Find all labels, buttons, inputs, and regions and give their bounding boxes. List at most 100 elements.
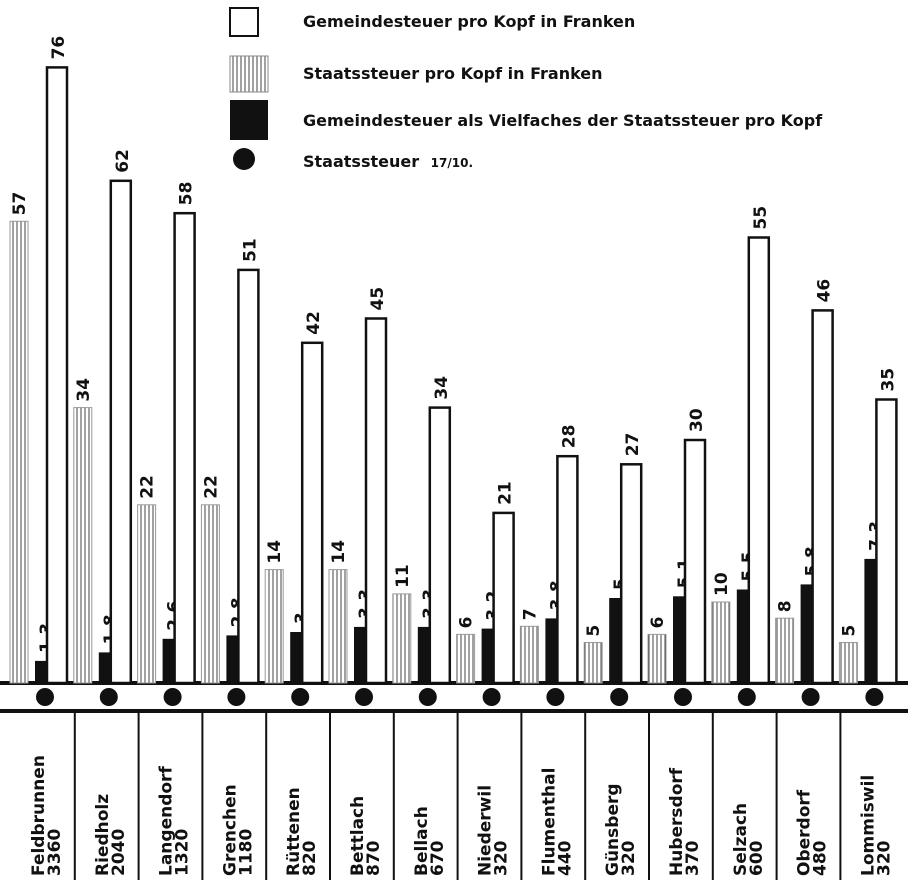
staatssteuer-value-label: 57 — [10, 192, 30, 216]
staatssteuer-value-label: 5 — [839, 625, 859, 637]
gemeindesteuer-value-label: 21 — [496, 481, 516, 505]
category-label: Günsberg — [603, 783, 623, 876]
category-number: 870 — [364, 840, 384, 876]
dots-group — [36, 688, 884, 706]
legend: Gemeindesteuer pro Kopf in Franken Staat… — [229, 7, 823, 171]
staatssteuer-bar — [73, 407, 93, 684]
gemeindesteuer-value-label: 76 — [49, 36, 69, 60]
category-label: Flumenthal — [539, 768, 559, 876]
category-number: 1180 — [236, 829, 256, 876]
gemeindesteuer-bar — [492, 511, 515, 685]
hatched-box-icon — [229, 55, 269, 93]
gemeindesteuer-bar — [109, 179, 133, 685]
category-label: Selzach — [731, 803, 751, 876]
staatssteuer-dot — [865, 688, 884, 706]
staatssteuer-value-label: 14 — [329, 540, 349, 564]
gemeindesteuer-bar — [173, 211, 196, 685]
gemeindesteuer-value-label: 45 — [368, 287, 388, 311]
axis-band — [0, 681, 908, 713]
staatssteuer-value-label: 5 — [584, 625, 604, 637]
gemeindesteuer-bar — [875, 398, 898, 685]
staatssteuer-dot — [610, 688, 629, 706]
staatssteuer-value-label: 22 — [138, 475, 158, 499]
gemeindesteuer-value-label: 35 — [878, 368, 898, 392]
gemeindesteuer-bar — [811, 309, 834, 685]
staatssteuer-value-label: 22 — [201, 475, 221, 499]
legend-label-staatssteuer: Staatssteuer pro Kopf in Franken — [303, 64, 603, 83]
category-label: Bettlach — [348, 796, 368, 876]
staatssteuer-value-label: 34 — [74, 378, 94, 402]
staatssteuer-value-label: 8 — [776, 600, 796, 612]
gemeindesteuer-value-label: 58 — [177, 182, 197, 206]
staatssteuer-dot — [227, 688, 246, 706]
category-label: Oberdorf — [795, 789, 815, 876]
legend-label-staatssteuer-suffix: 17/10. — [431, 156, 473, 170]
category-number: 3360 — [45, 829, 65, 876]
staatssteuer-dot — [418, 688, 437, 706]
staatssteuer-dot — [482, 688, 501, 706]
category-number: 480 — [811, 840, 831, 876]
staatssteuer-value-label: 10 — [712, 572, 732, 596]
black-box-icon — [230, 100, 268, 140]
gemeindesteuer-value-label: 30 — [687, 408, 707, 432]
staatssteuer-value-label: 7 — [520, 608, 540, 620]
staatssteuer-dot — [546, 688, 565, 706]
staatssteuer-bar — [137, 504, 157, 684]
staatssteuer-bar — [200, 504, 220, 684]
black-dot-icon — [233, 148, 255, 170]
staatssteuer-dot — [291, 688, 310, 706]
staatssteuer-dot — [36, 688, 54, 706]
gemeindesteuer-value-label: 34 — [432, 376, 452, 400]
gemeindesteuer-bar — [364, 317, 388, 685]
gemeindesteuer-bar — [428, 406, 452, 685]
legend-label-gemeindesteuer: Gemeindesteuer pro Kopf in Franken — [303, 12, 635, 31]
bars-group: 571,376341,862222,658222,85114342143,345… — [9, 36, 898, 685]
gemeindesteuer-bar — [556, 454, 579, 685]
gemeindesteuer-value-label: 46 — [815, 279, 835, 303]
staatssteuer-bar — [9, 220, 29, 684]
staatssteuer-value-label: 6 — [648, 617, 668, 629]
gemeindesteuer-bar — [683, 438, 707, 685]
category-number: 440 — [555, 840, 575, 876]
staatssteuer-bar — [456, 633, 476, 684]
gemeindesteuer-value-label: 42 — [304, 311, 324, 335]
gemeindesteuer-value-label: 27 — [623, 433, 643, 457]
category-number: 370 — [683, 840, 703, 876]
staatssteuer-bar — [583, 642, 603, 684]
staatssteuer-bar — [647, 633, 667, 684]
gemeindesteuer-value-label: 51 — [240, 238, 260, 262]
gemeindesteuer-bar — [45, 66, 69, 685]
gemeindesteuer-value-label: 28 — [559, 425, 579, 449]
gemeindesteuer-value-label: 55 — [751, 206, 771, 230]
gemeindesteuer-bar — [619, 463, 643, 685]
staatssteuer-bar — [775, 617, 795, 684]
category-label: Riedholz — [93, 794, 113, 876]
legend-label-staatssteuer-text: Staatssteuer — [303, 152, 419, 171]
staatssteuer-bar — [519, 625, 539, 684]
staatssteuer-value-label: 11 — [393, 564, 413, 588]
staatssteuer-dot — [737, 688, 756, 706]
gemeindesteuer-bar — [300, 341, 324, 685]
category-label: Hubersdorf — [667, 767, 687, 876]
category-number: 600 — [747, 840, 767, 876]
staatssteuer-bar — [838, 642, 858, 684]
category-label: Lommiswil — [858, 775, 878, 876]
legend-label-vielfaches: Gemeindesteuer als Vielfaches der Staats… — [303, 111, 823, 130]
staatssteuer-bar — [392, 593, 412, 684]
category-number: 320 — [492, 840, 512, 876]
category-label: Rüttenen — [284, 787, 304, 876]
staatssteuer-bar — [328, 569, 348, 684]
legend-label-staatssteuer-dot: Staatssteuer 17/10. — [303, 152, 473, 171]
category-label: Niederwil — [476, 785, 496, 876]
category-label: Feldbrunnen — [29, 755, 49, 876]
staatssteuer-dot — [674, 688, 692, 706]
white-box-icon — [229, 7, 259, 37]
category-number: 820 — [300, 840, 320, 876]
staatssteuer-dot — [355, 688, 373, 706]
category-number: 670 — [428, 840, 448, 876]
category-number: 320 — [874, 840, 894, 876]
staatssteuer-bar — [711, 601, 731, 684]
category-number: 1320 — [173, 829, 193, 876]
staatssteuer-value-label: 6 — [457, 617, 477, 629]
staatssteuer-dot — [99, 688, 118, 706]
